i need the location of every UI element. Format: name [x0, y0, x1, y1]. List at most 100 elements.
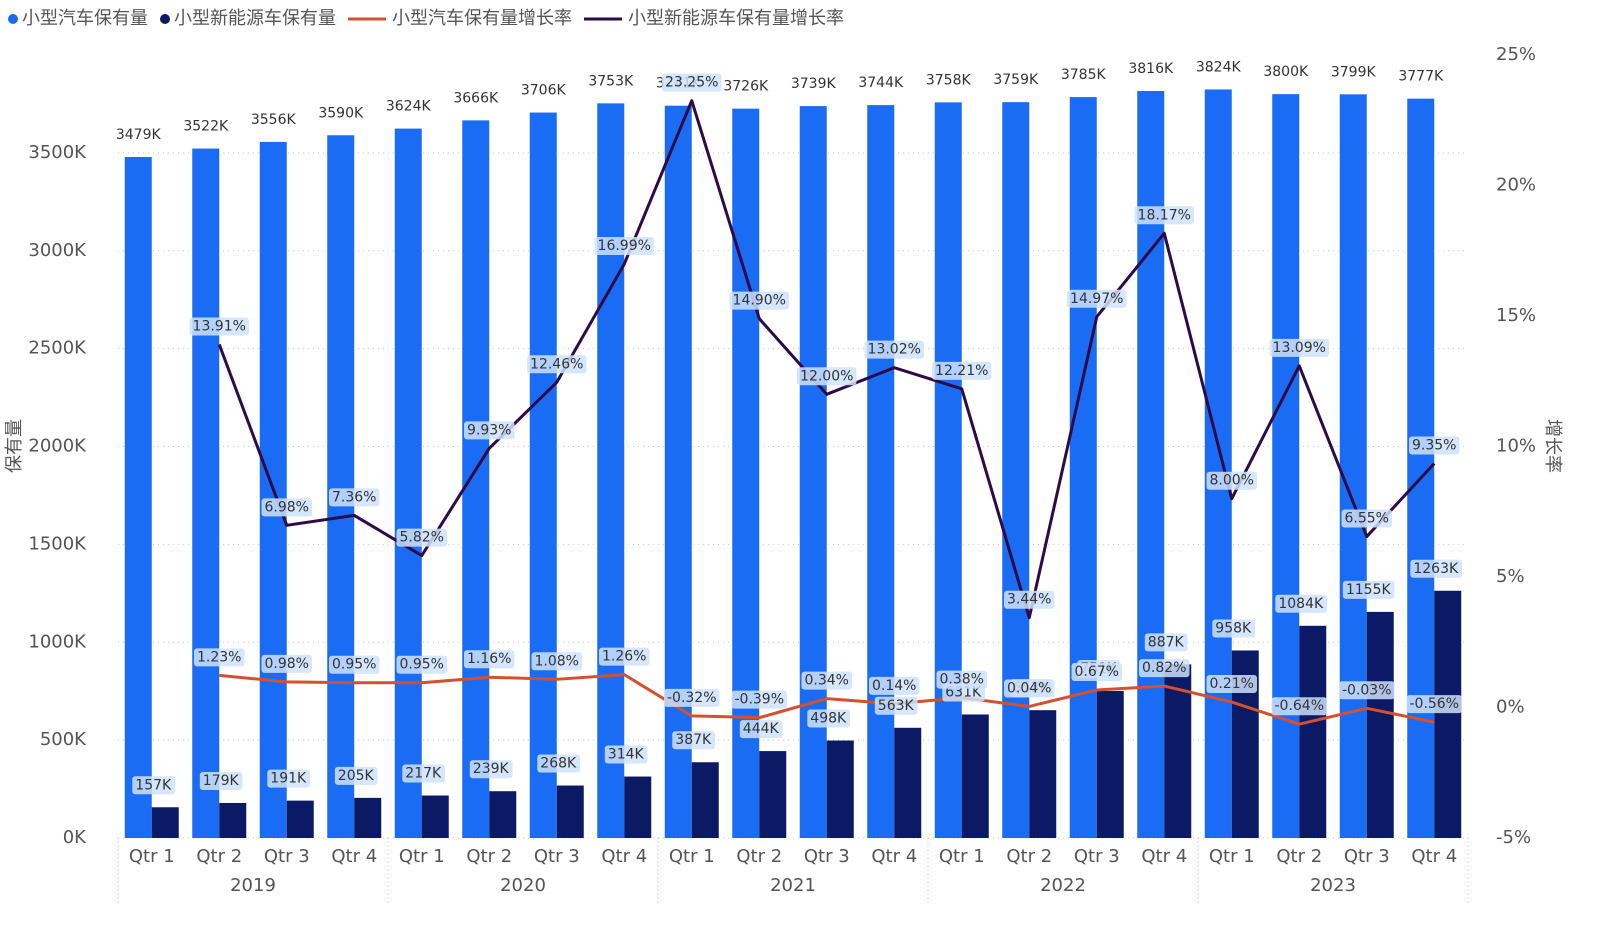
- label-box: [1406, 695, 1463, 714]
- label-box: [1139, 659, 1190, 678]
- bar: [691, 762, 719, 838]
- label-box: [1206, 675, 1257, 694]
- label-box: [729, 291, 789, 310]
- label-box: [1338, 681, 1395, 700]
- bar-value-label: 3759K: [993, 72, 1039, 88]
- y2-tick-label: 10%: [1496, 436, 1536, 457]
- line-value-label: 7.36%: [332, 489, 376, 505]
- x-tick-label: Qtr 4: [871, 846, 917, 867]
- x-tick-label: Qtr 2: [736, 846, 782, 867]
- line-value-label: 1.23%: [197, 649, 241, 665]
- line-value-label: 12.21%: [935, 363, 988, 379]
- y-tick-label: 1000K: [28, 631, 87, 652]
- label-box: [932, 361, 992, 380]
- bar-value-label: 3785K: [1061, 67, 1107, 83]
- line-value-label: 0.04%: [1007, 680, 1051, 696]
- bar-value-label: 3726K: [723, 79, 769, 95]
- line-value-label: 16.99%: [598, 238, 651, 254]
- label-box: [396, 528, 447, 547]
- label-box: [1275, 594, 1327, 613]
- line-value-label: 0.21%: [1210, 676, 1254, 692]
- line-value-label: -0.56%: [1409, 696, 1459, 712]
- bar-value-label: 217K: [405, 766, 442, 782]
- label-box: [1134, 206, 1194, 225]
- x-tick-label: Qtr 2: [196, 846, 242, 867]
- label-box: [672, 731, 716, 750]
- x-tick-label: Qtr 4: [1141, 846, 1187, 867]
- lines-layer: [217, 99, 1436, 726]
- bar: [1272, 94, 1300, 838]
- bar: [556, 785, 584, 838]
- x-tick-label: Qtr 3: [1074, 846, 1120, 867]
- bar-value-label: 191K: [270, 771, 307, 787]
- bar-value-label: 1263K: [1413, 561, 1459, 577]
- bar: [1339, 94, 1367, 838]
- line-value-label: 9.93%: [467, 422, 511, 438]
- bar: [1204, 89, 1232, 838]
- label-box: [1410, 559, 1462, 578]
- bar: [1366, 611, 1394, 838]
- bar-value-label: 3666K: [453, 90, 499, 106]
- bar-value-label: 205K: [338, 768, 375, 784]
- label-box: [261, 654, 312, 673]
- x-tick-label: Qtr 3: [804, 846, 850, 867]
- y-axis-title: 保有量: [4, 419, 25, 473]
- line-value-label: 0.38%: [940, 672, 984, 688]
- bar: [1029, 710, 1057, 838]
- line-value-label: -0.64%: [1274, 698, 1324, 714]
- label-box: [1409, 436, 1460, 455]
- bar: [489, 791, 517, 838]
- line: [219, 673, 1435, 726]
- label-box: [1342, 580, 1395, 599]
- label-box: [663, 688, 720, 707]
- line-value-label: 0.34%: [805, 673, 849, 689]
- bar: [624, 776, 652, 838]
- label-box: [869, 676, 920, 695]
- bar: [799, 106, 827, 838]
- line-value-label: 6.98%: [265, 499, 309, 515]
- label-box: [801, 671, 852, 690]
- bar-value-label: 3556K: [251, 112, 297, 128]
- label-box: [464, 421, 515, 440]
- y2-axis-title: 增长率: [1542, 419, 1563, 473]
- line-value-label: 13.02%: [868, 342, 921, 358]
- y2-tick-label: 20%: [1496, 175, 1536, 196]
- line-value-label: 18.17%: [1138, 207, 1191, 223]
- x-tick-label: Qtr 1: [669, 846, 715, 867]
- line-value-label: 0.95%: [400, 657, 444, 673]
- label-box: [1144, 633, 1188, 652]
- bar-value-label: 157K: [135, 777, 172, 793]
- bar-value-label: 3800K: [1263, 64, 1309, 80]
- y-tick-label: 1500K: [28, 533, 87, 554]
- bar-value-label: 444K: [743, 721, 780, 737]
- bar-value-label: 3777K: [1398, 69, 1444, 85]
- label-box: [194, 648, 245, 667]
- bar-value-label: 1155K: [1346, 582, 1392, 598]
- label-box: [594, 237, 654, 256]
- bar: [867, 105, 895, 838]
- bar-value-label: 563K: [878, 698, 915, 714]
- year-label: 2021: [770, 875, 816, 896]
- y-tick-label: 2500K: [28, 338, 87, 359]
- label-box: [261, 498, 312, 517]
- bar: [664, 105, 692, 839]
- label-box: [464, 650, 515, 669]
- label-box: [1206, 471, 1257, 490]
- bar-value-label: 3706K: [521, 83, 567, 99]
- bar: [327, 135, 355, 838]
- x-tick-label: Qtr 1: [399, 846, 445, 867]
- y2-tick-label: 15%: [1496, 305, 1536, 326]
- label-box: [527, 355, 587, 374]
- bar-value-label: 3824K: [1196, 59, 1242, 75]
- bar: [219, 802, 247, 838]
- x-tick-label: Qtr 4: [601, 846, 647, 867]
- y-tick-label: 3000K: [28, 240, 87, 261]
- x-tick-label: Qtr 3: [534, 846, 580, 867]
- label-box: [604, 745, 648, 764]
- x-tick-label: Qtr 3: [1344, 846, 1390, 867]
- line-value-label: 3.44%: [1007, 592, 1051, 608]
- label-box: [537, 754, 581, 773]
- line-value-label: 13.09%: [1273, 340, 1326, 356]
- y-tick-label: 3500K: [28, 142, 87, 163]
